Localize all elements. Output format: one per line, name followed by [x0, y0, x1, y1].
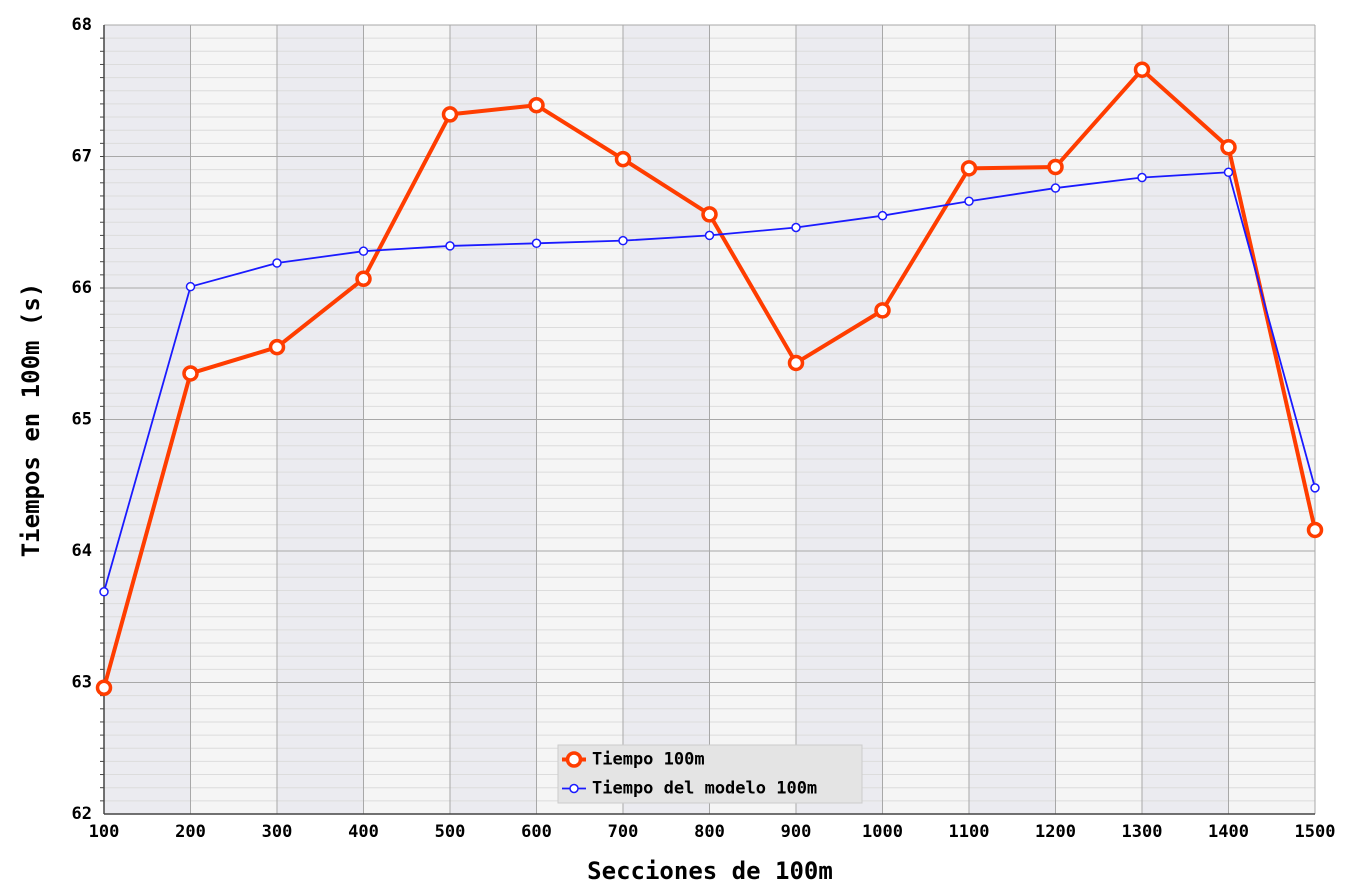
legend-swatch-marker — [565, 751, 583, 768]
x-tick-label: 1400 — [1208, 822, 1249, 842]
x-tick-label: 700 — [608, 822, 639, 842]
data-point — [1137, 172, 1147, 183]
x-tick-label: 300 — [262, 822, 293, 842]
x-tick-label: 1200 — [1035, 822, 1076, 842]
data-point — [441, 106, 459, 123]
data-point — [960, 160, 978, 177]
x-tick-label: 1300 — [1122, 822, 1163, 842]
data-point — [185, 281, 196, 292]
legend-box — [557, 744, 863, 804]
legend-label: Tiempo del modelo 100m — [592, 779, 817, 799]
x-tick-label: 800 — [694, 822, 725, 842]
data-point — [99, 587, 109, 597]
data-point — [1310, 483, 1320, 493]
x-tick-label: 100 — [89, 822, 120, 842]
data-point — [1306, 521, 1324, 539]
data-point — [877, 210, 888, 221]
x-tick-label: 500 — [435, 822, 466, 842]
data-point — [445, 241, 455, 251]
data-point — [1050, 183, 1061, 193]
data-point — [272, 258, 282, 268]
data-point — [1133, 61, 1151, 78]
data-point — [614, 150, 632, 168]
x-tick-label: 900 — [781, 822, 812, 842]
x-axis-title: Secciones de 100m — [587, 857, 833, 885]
data-point — [964, 196, 974, 206]
data-point — [701, 206, 718, 223]
legend-label: Tiempo 100m — [592, 750, 705, 770]
x-tick-label: 1100 — [949, 822, 990, 842]
data-point — [358, 246, 369, 256]
data-point — [95, 679, 113, 697]
data-point — [791, 222, 801, 233]
x-tick-label: 200 — [175, 822, 206, 842]
y-tick-label: 66 — [72, 278, 92, 298]
data-point — [182, 365, 199, 382]
y-tick-label: 65 — [72, 410, 92, 430]
y-axis-title: Tiempos en 100m (s) — [17, 283, 45, 558]
data-point — [787, 354, 805, 372]
y-tick-label: 67 — [72, 147, 92, 167]
data-point — [1220, 139, 1237, 156]
x-tick-label: 600 — [521, 822, 552, 842]
data-point — [531, 238, 542, 249]
data-point — [1223, 167, 1234, 178]
data-point — [704, 230, 715, 241]
data-point — [618, 235, 628, 246]
legend-swatch-marker — [569, 783, 579, 794]
y-tick-label: 68 — [72, 15, 92, 35]
x-tick-label: 400 — [348, 822, 379, 842]
y-tick-label: 62 — [72, 804, 92, 824]
data-point — [355, 270, 372, 288]
y-tick-label: 64 — [72, 541, 92, 561]
legend: Tiempo 100m Tiempo del modelo 100m — [557, 744, 863, 804]
y-tick-label: 63 — [72, 673, 92, 693]
data-point — [268, 338, 286, 356]
data-point — [874, 302, 891, 319]
data-point — [528, 96, 545, 114]
data-point — [1047, 158, 1064, 176]
x-tick-label: 1000 — [862, 822, 903, 842]
x-tick-label: 1500 — [1295, 822, 1336, 842]
